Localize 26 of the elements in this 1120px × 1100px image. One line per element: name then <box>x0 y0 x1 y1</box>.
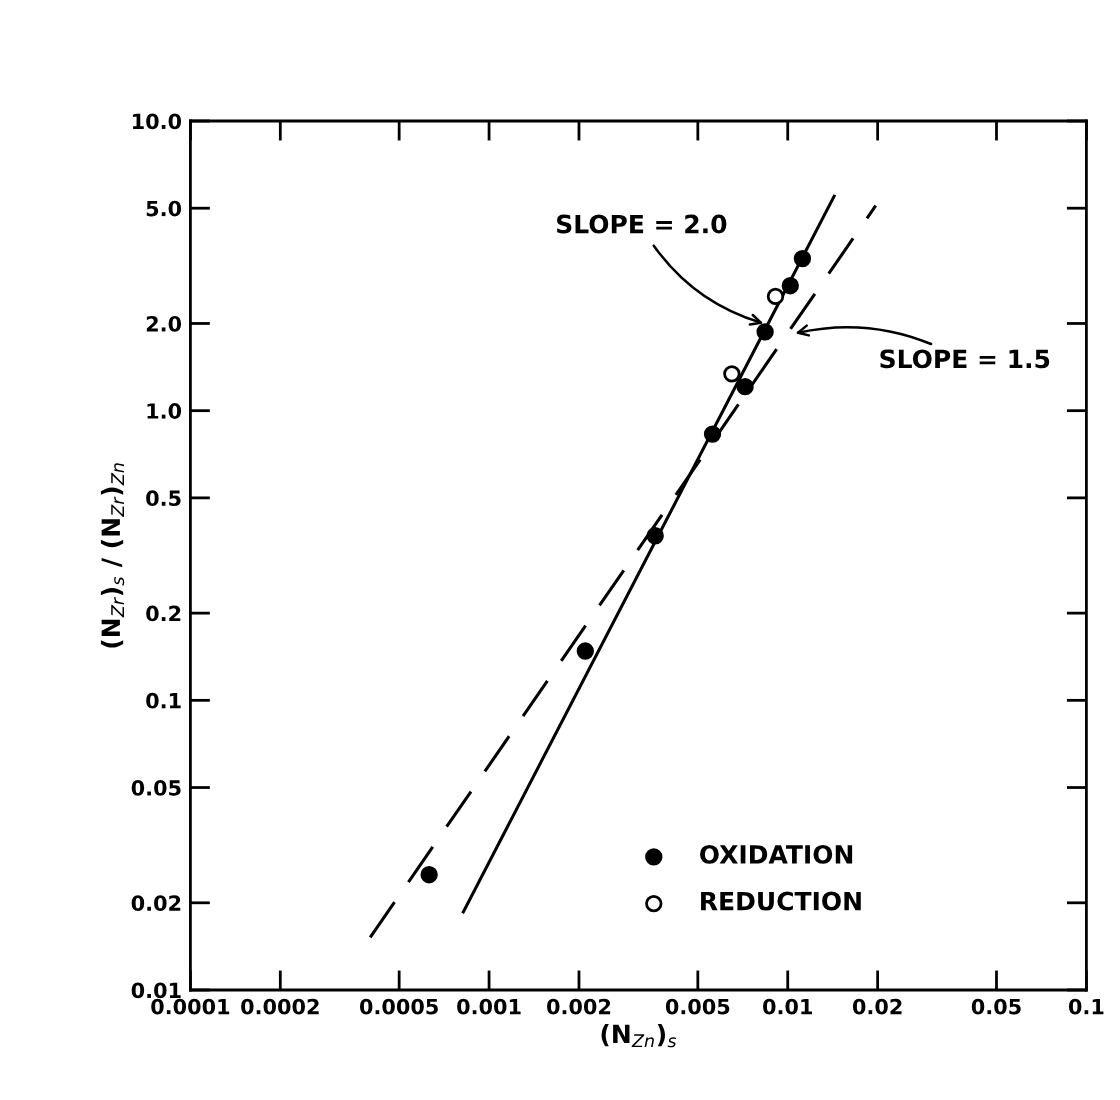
x-tick-label: 0.02 <box>852 998 902 1015</box>
x-tick-label: 0.0001 <box>151 998 230 1015</box>
x-tick-label: 0.005 <box>665 998 730 1015</box>
y-tick-label: 0.1 <box>146 692 181 709</box>
legend-label: REDUCTION <box>701 891 861 911</box>
x-tick-label: 0.0002 <box>241 998 319 1015</box>
y-tick-label: 5.0 <box>146 200 182 217</box>
x-tick-label: 0.001 <box>457 998 521 1015</box>
y-tick-label: 0.5 <box>146 490 181 507</box>
x-tick-label: 0.0005 <box>359 998 438 1015</box>
y-tick-label: 2.0 <box>146 315 182 332</box>
annotation: SLOPE = 2.0 <box>557 214 727 234</box>
x-axis-title: (N$_{Zn}$)$_{s}$ <box>601 1024 677 1048</box>
y-tick-label: 0.02 <box>131 895 181 912</box>
y-tick-label: 0.01 <box>131 982 181 999</box>
x-tick-label: 0.002 <box>547 998 611 1015</box>
y-tick-label: 10.0 <box>133 113 182 130</box>
x-tick-label: 0.1 <box>1068 998 1104 1015</box>
y-tick-label: 0.05 <box>131 779 181 796</box>
x-tick-label: 0.01 <box>763 998 812 1015</box>
annotation: SLOPE = 1.5 <box>880 349 1050 369</box>
y-tick-label: 1.0 <box>147 403 182 419</box>
y-axis-title: (N$_{Zr}$)$_{s}$ / (N$_{Zr}$)$_{Zn}$ <box>100 463 125 648</box>
x-tick-label: 0.05 <box>971 998 1021 1015</box>
y-tick-label: 0.2 <box>146 605 181 622</box>
legend-label: OXIDATION <box>700 844 853 864</box>
